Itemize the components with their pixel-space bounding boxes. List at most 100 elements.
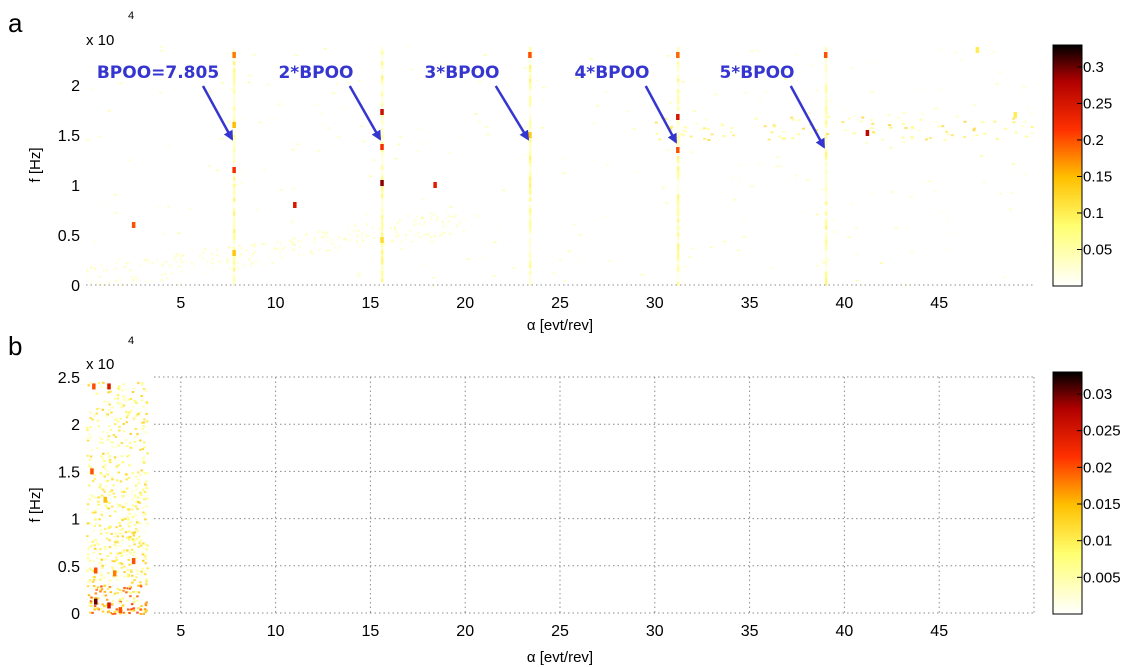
heatmap-cell	[108, 546, 112, 549]
heatmap-cell	[96, 557, 99, 560]
heatmap-cell	[160, 279, 163, 282]
panel-b-letter: b	[8, 331, 22, 361]
heatmap-cell	[331, 238, 334, 241]
heatmap-cell	[867, 62, 871, 64]
heatmap-cell	[135, 521, 139, 524]
heatmap-cell	[136, 507, 139, 510]
heatmap-cell	[123, 489, 126, 492]
heatmap-cell	[112, 568, 115, 571]
heatmap-cell	[108, 493, 111, 496]
heatmap-cell	[870, 90, 874, 93]
heatmap-cell	[676, 68, 680, 72]
heatmap-cell	[380, 271, 384, 275]
heatmap-cell	[423, 263, 427, 266]
heatmap-cell	[134, 590, 137, 593]
heatmap-cell	[756, 63, 760, 65]
heatmap-cell	[325, 231, 328, 234]
heatmap-cell	[362, 140, 366, 143]
heatmap-cell	[114, 65, 118, 68]
heatmap-cell	[1003, 127, 1007, 130]
heatmap-cell	[658, 138, 662, 141]
heatmap-cell	[528, 92, 532, 97]
heatmap-cell	[215, 248, 218, 251]
heatmap-cell	[173, 257, 176, 260]
heatmap-cell	[232, 57, 236, 62]
heatmap-cell	[121, 519, 124, 522]
heatmap-cell	[91, 244, 95, 247]
heatmap-cell	[395, 230, 398, 233]
heatmap-cell	[732, 134, 736, 137]
heatmap-cell	[1030, 132, 1034, 135]
heatmap-cell	[113, 456, 117, 459]
heatmap-cell	[480, 257, 484, 260]
heatmap-cell	[140, 541, 143, 544]
heatmap-cell	[973, 104, 977, 106]
heatmap-cell	[404, 238, 407, 241]
heatmap-cell	[138, 501, 141, 504]
panel-a-colorbar: 0.050.10.150.20.250.3	[1052, 44, 1112, 287]
panel-a-heatmap	[86, 45, 1034, 287]
harmonic-annotation-label: 4*BPOO	[574, 63, 649, 83]
harmonic-annotation-arrow	[644, 85, 678, 144]
heatmap-cell	[119, 552, 122, 555]
heatmap-cell	[145, 580, 148, 583]
heatmap-cell	[676, 197, 680, 202]
heatmap-cell	[120, 402, 123, 405]
heatmap-cell	[832, 218, 836, 221]
heatmap-cell	[174, 254, 177, 257]
heatmap-cell	[483, 54, 487, 56]
heatmap-cell	[101, 457, 105, 460]
heatmap-cell	[232, 152, 236, 156]
heatmap-cell	[94, 538, 97, 541]
heatmap-cell	[124, 517, 127, 520]
heatmap-cell	[131, 504, 135, 507]
heatmap-cell	[100, 494, 104, 497]
heatmap-cell	[141, 507, 145, 510]
heatmap-cell	[326, 235, 329, 238]
heatmap-cell	[528, 246, 532, 251]
heatmap-cell	[1025, 135, 1029, 138]
heatmap-cell	[165, 260, 168, 263]
heatmap-cell	[1011, 163, 1015, 165]
heatmap-cell	[137, 584, 140, 587]
heatmap-cell	[89, 568, 93, 571]
heatmap-cell	[888, 124, 892, 127]
heatmap-cell	[232, 113, 236, 118]
heatmap-cell	[124, 438, 128, 441]
heatmap-cell	[91, 66, 95, 68]
colorbar-tick-label: 0.15	[1083, 168, 1112, 185]
heatmap-cell	[902, 122, 906, 125]
heatmap-cell	[145, 412, 148, 415]
heatmap-cell	[676, 124, 680, 128]
heatmap-cell	[824, 162, 828, 167]
heatmap-cell	[232, 71, 236, 76]
heatmap-cell	[96, 407, 99, 410]
heatmap-cell	[232, 85, 236, 90]
heatmap-cell	[690, 151, 694, 153]
heatmap-cell	[123, 586, 126, 589]
heatmap-cell	[127, 575, 130, 578]
heatmap-cell	[380, 92, 384, 97]
heatmap-cell	[943, 139, 947, 142]
heatmap-cell	[528, 61, 532, 65]
heatmap-cell	[132, 417, 136, 420]
heatmap-cell	[120, 406, 124, 409]
heatmap-cell	[395, 235, 399, 237]
heatmap-cell	[380, 75, 384, 79]
heatmap-cell	[271, 262, 274, 265]
heatmap-cell	[380, 148, 384, 153]
heatmap-cell	[372, 159, 376, 161]
heatmap-cell	[216, 254, 219, 257]
heatmap-cell	[676, 166, 680, 170]
heatmap-cell	[676, 187, 680, 191]
heatmap-cell	[797, 119, 801, 122]
heatmap-cell	[108, 539, 111, 542]
heatmap-cell	[676, 208, 680, 212]
heatmap-cell	[109, 611, 113, 614]
heatmap-cell	[91, 580, 95, 583]
heatmap-cell	[605, 215, 609, 218]
heatmap-cell	[101, 515, 105, 518]
heatmap-cell	[97, 608, 100, 611]
heatmap-cell	[946, 133, 950, 136]
heatmap-cell	[102, 284, 105, 286]
